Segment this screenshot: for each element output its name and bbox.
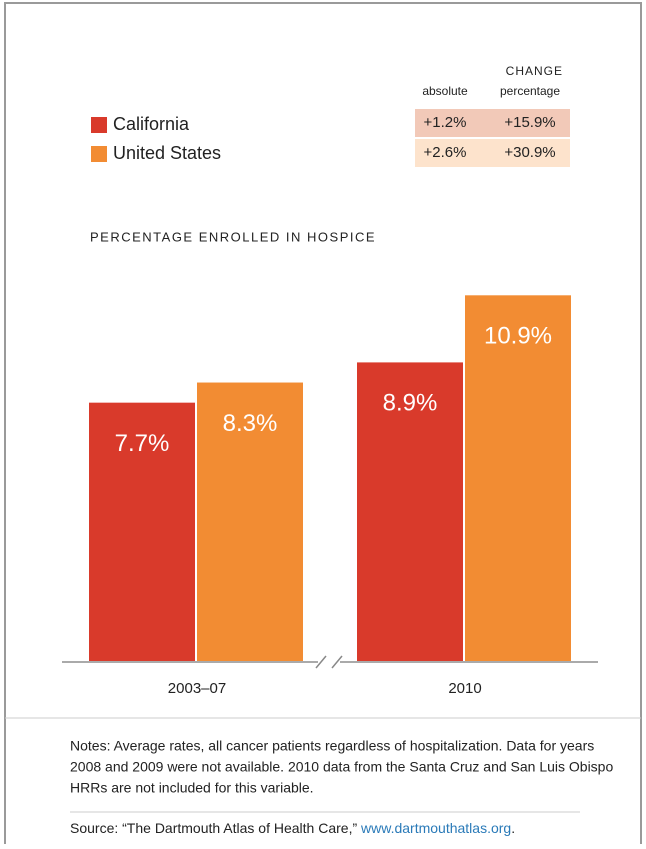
column-header: percentage xyxy=(500,84,560,98)
change-cell: +2.6% xyxy=(424,144,467,161)
change-row-bg xyxy=(415,139,570,167)
frame xyxy=(4,2,642,844)
value-label: 8.9% xyxy=(383,390,438,417)
change-cell: +1.2% xyxy=(424,114,467,131)
chart-subtitle: PERCENTAGE ENROLLED IN HOSPICE xyxy=(90,229,376,244)
change-cell: +30.9% xyxy=(504,144,555,161)
note-line: 2008 and 2009 were not available. 2010 d… xyxy=(70,759,613,775)
value-label: 10.9% xyxy=(484,323,552,350)
change-title: CHANGE xyxy=(506,64,563,78)
bar xyxy=(465,295,571,661)
value-label: 7.7% xyxy=(115,430,170,457)
bar xyxy=(89,402,195,661)
value-label: 8.3% xyxy=(223,410,278,437)
note-line: Notes: Average rates, all cancer patient… xyxy=(70,738,594,754)
column-header: absolute xyxy=(422,84,468,98)
axis-break xyxy=(315,655,327,669)
x-tick-label: 2010 xyxy=(448,680,481,697)
legend-label: United States xyxy=(113,143,221,163)
legend-swatch xyxy=(91,117,107,133)
bar xyxy=(357,362,463,661)
x-tick-label: 2003–07 xyxy=(168,680,226,697)
source-link[interactable]: www.dartmouthatlas.org xyxy=(360,820,511,836)
source: Source: “The Dartmouth Atlas of Health C… xyxy=(70,820,515,836)
change-cell: +15.9% xyxy=(504,114,555,131)
axis-break xyxy=(331,655,343,669)
bar xyxy=(197,382,303,661)
legend-label: California xyxy=(113,114,190,134)
source-text: Source: “The Dartmouth Atlas of Health C… xyxy=(70,820,361,836)
note-line: HRRs are not included for this variable. xyxy=(70,780,314,796)
legend-swatch xyxy=(91,146,107,162)
change-row-bg xyxy=(415,109,570,137)
source-end: . xyxy=(511,820,515,836)
